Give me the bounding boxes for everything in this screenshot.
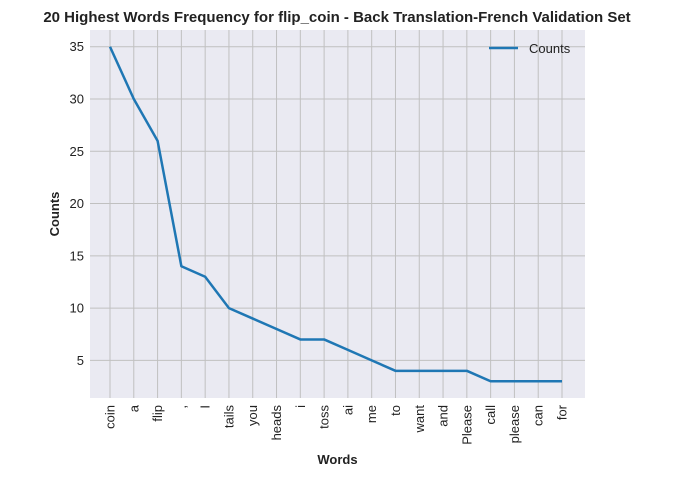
x-tick-label: I bbox=[198, 405, 213, 409]
chart-title: 20 Highest Words Frequency for flip_coin… bbox=[43, 9, 630, 26]
y-tick-label: 30 bbox=[70, 92, 84, 107]
x-tick-label: Please bbox=[459, 405, 474, 445]
x-tick-label: coin bbox=[103, 405, 118, 429]
x-tick-label: me bbox=[364, 405, 379, 423]
x-tick-label: a bbox=[126, 404, 141, 412]
x-tick-label: to bbox=[388, 405, 403, 416]
x-tick-label: , bbox=[174, 405, 189, 409]
x-tick-label: toss bbox=[317, 405, 332, 429]
x-tick-label: call bbox=[483, 405, 498, 425]
series-line-counts bbox=[108, 46, 562, 383]
grid bbox=[90, 30, 585, 398]
y-tick-label: 25 bbox=[70, 144, 84, 159]
y-tick-label: 5 bbox=[77, 353, 84, 368]
y-tick-label: 35 bbox=[70, 39, 84, 54]
x-tick-label: heads bbox=[269, 405, 284, 441]
x-tick-label: flip bbox=[150, 405, 165, 422]
y-tick-label: 10 bbox=[70, 301, 84, 316]
x-tick-label: want bbox=[412, 405, 427, 434]
legend: Counts bbox=[489, 41, 571, 56]
x-tick-label: you bbox=[245, 405, 260, 426]
y-tick-label: 20 bbox=[70, 196, 84, 211]
legend-label: Counts bbox=[529, 41, 571, 56]
y-tick-label: 15 bbox=[70, 248, 84, 263]
x-tick-label: i bbox=[293, 405, 308, 408]
x-tick-label: please bbox=[507, 405, 522, 443]
x-tick-label: can bbox=[531, 405, 546, 426]
x-tick-label: for bbox=[555, 404, 570, 420]
y-axis-ticks: 5 10 15 20 25 30 35 bbox=[70, 39, 84, 368]
x-tick-label: and bbox=[436, 405, 451, 427]
x-tick-label: tails bbox=[221, 405, 236, 429]
plot-area bbox=[90, 30, 585, 398]
y-axis-label: Counts bbox=[47, 192, 62, 237]
x-tick-label: ai bbox=[340, 405, 355, 415]
x-axis-label: Words bbox=[317, 452, 357, 467]
